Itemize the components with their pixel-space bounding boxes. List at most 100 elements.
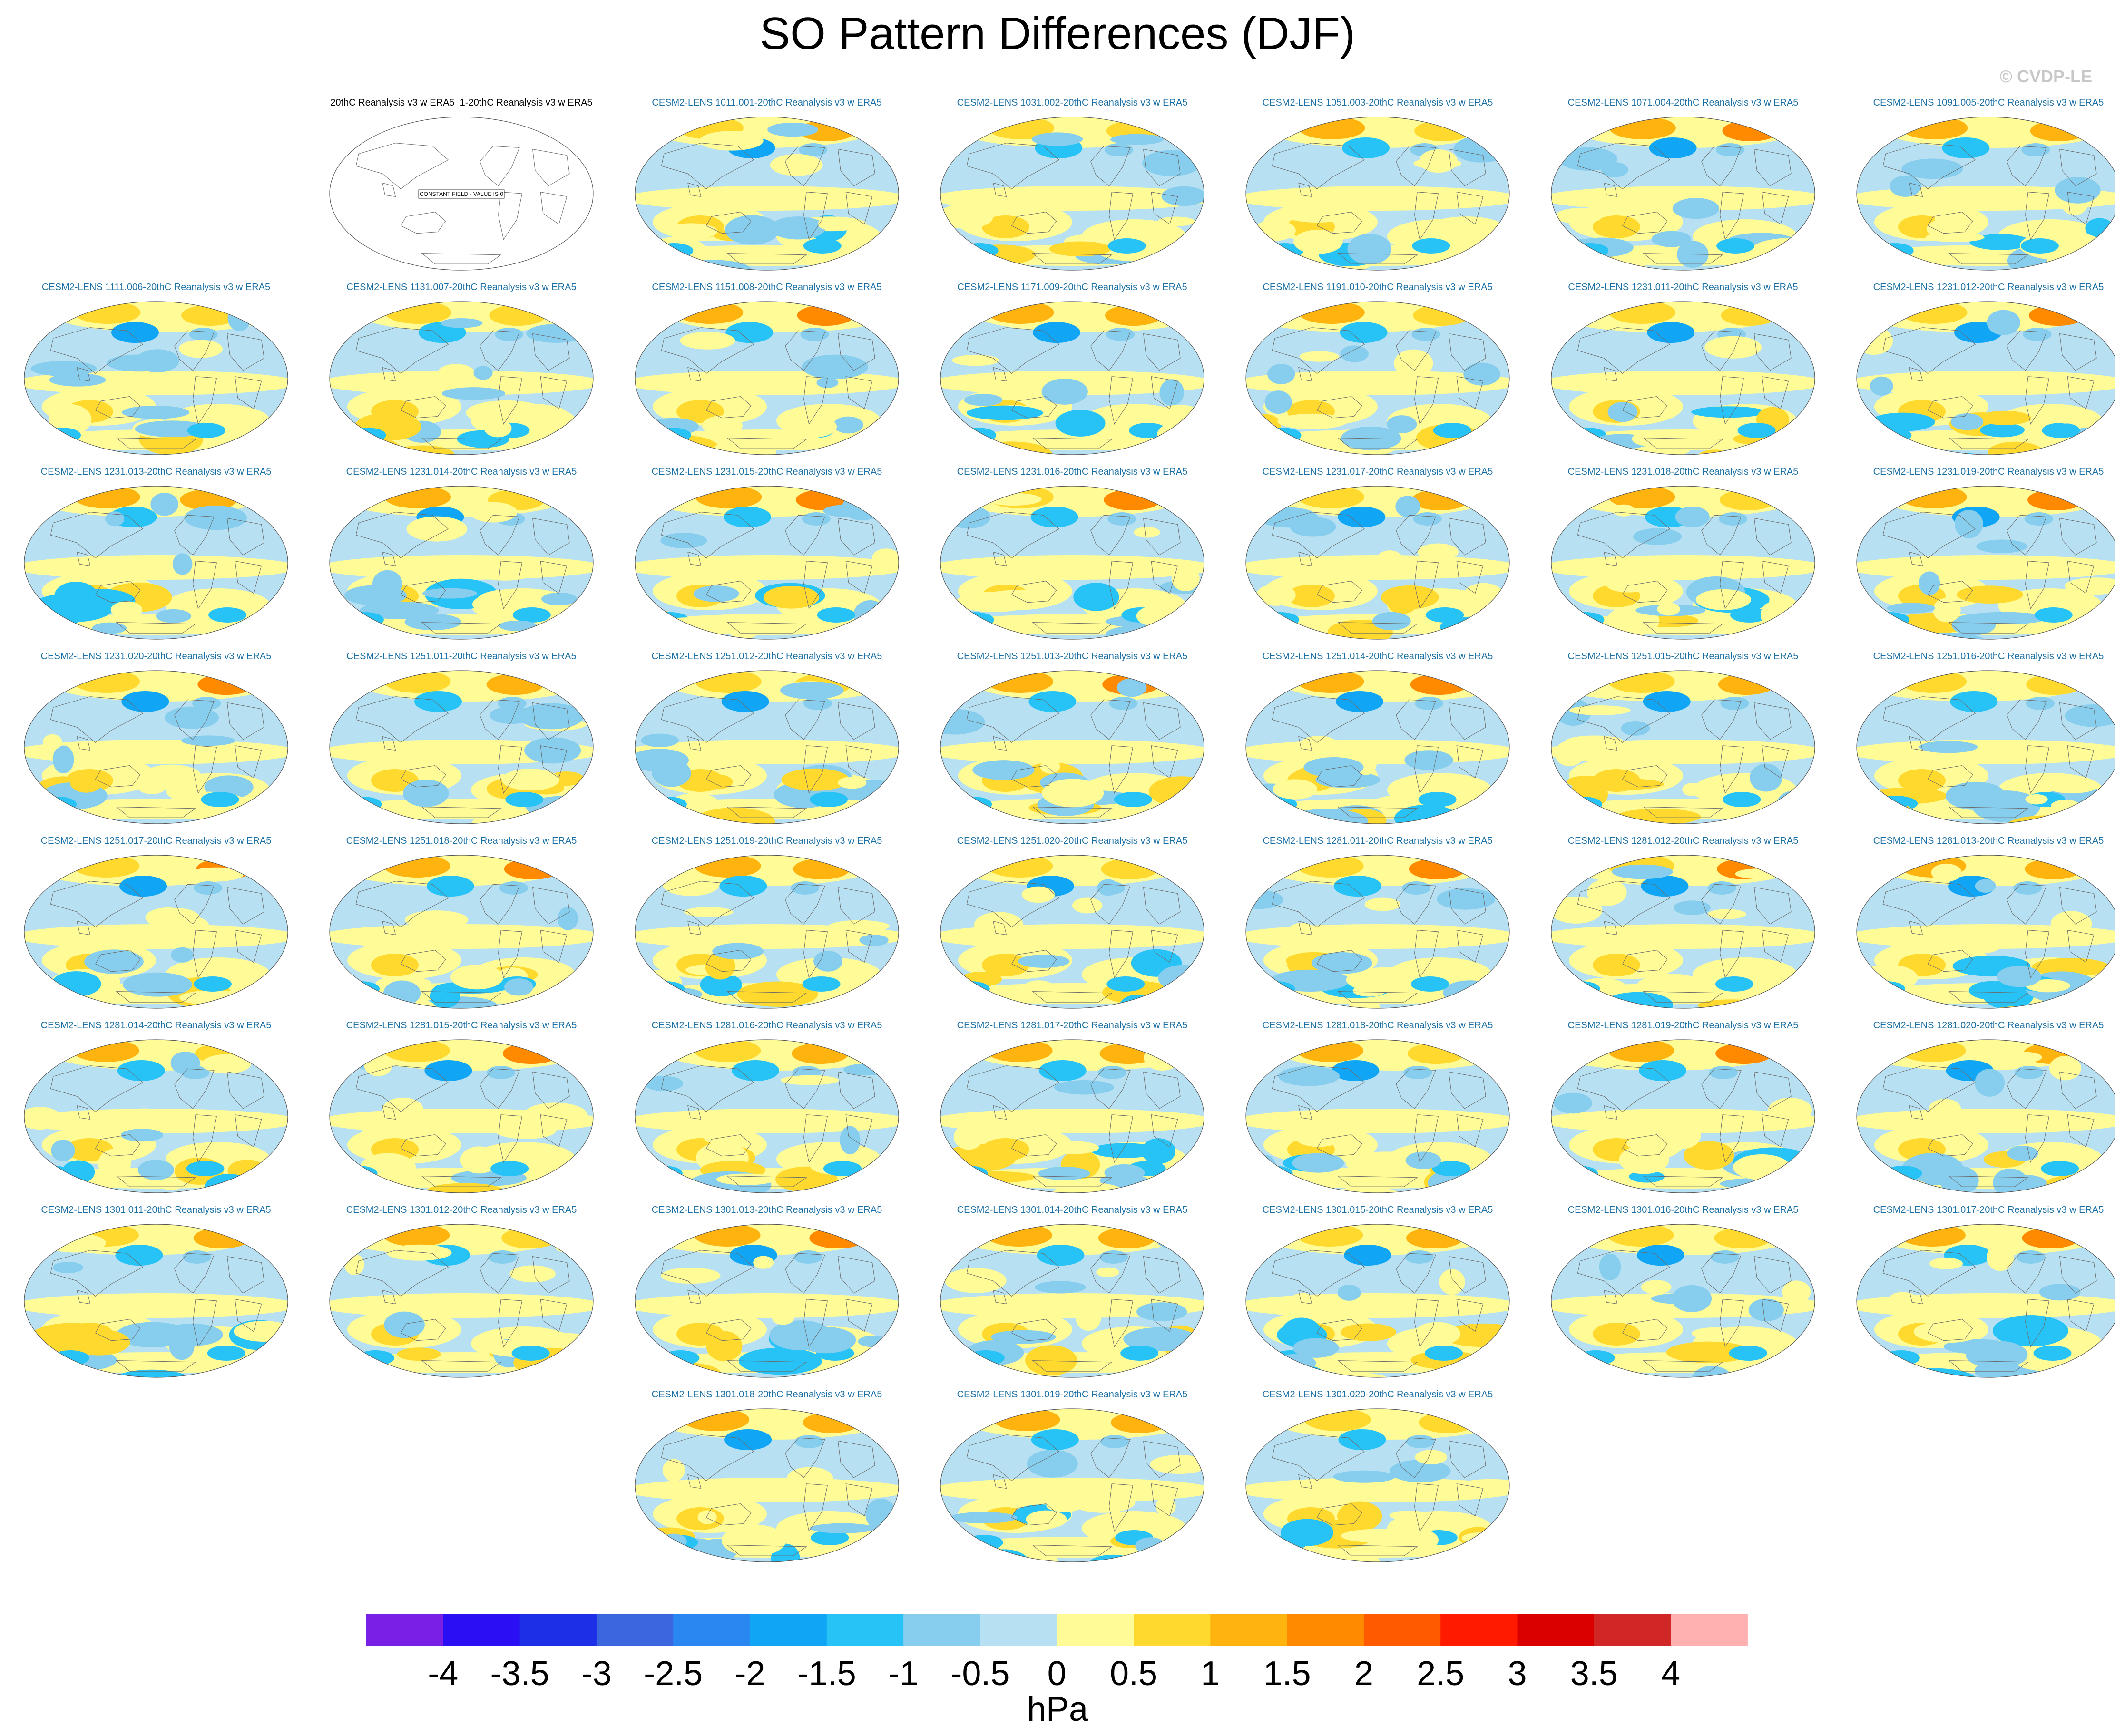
coastline bbox=[785, 330, 825, 371]
contour-fill bbox=[391, 445, 454, 455]
map-outline bbox=[635, 1408, 899, 1562]
coastline bbox=[1643, 1360, 1723, 1372]
map-panel: CESM2-LENS 1231.020-20thC Reanalysis v3 … bbox=[4, 651, 308, 829]
contour-fill bbox=[1919, 741, 1978, 753]
coastline bbox=[966, 696, 1060, 743]
contour-fill bbox=[1629, 1170, 1665, 1183]
contour-fill bbox=[1555, 208, 1603, 224]
panel-title: CESM2-LENS 1231.018-20thC Reanalysis v3 … bbox=[1567, 467, 1799, 477]
contour-fill bbox=[1557, 314, 1590, 329]
contour-fill bbox=[156, 609, 191, 623]
coastline bbox=[1032, 438, 1113, 449]
contour-fill bbox=[1406, 1228, 1463, 1248]
coastline bbox=[705, 581, 752, 603]
contour-fill bbox=[797, 305, 854, 326]
contour-fill bbox=[1414, 120, 1472, 141]
contour-fill bbox=[1409, 858, 1466, 879]
contour-fill bbox=[74, 302, 141, 324]
contour-fill bbox=[1934, 213, 1960, 225]
contour-fill bbox=[145, 907, 191, 928]
contour-fill bbox=[1933, 598, 1961, 623]
map-panel: CESM2-LENS 1231.019-20thC Reanalysis v3 … bbox=[1836, 467, 2115, 645]
coastline bbox=[1754, 1256, 1792, 1294]
contour-fill bbox=[1104, 1164, 1145, 1181]
colorbar-tick-label: 1.5 bbox=[1263, 1655, 1311, 1693]
contour-fill bbox=[1955, 509, 1983, 538]
coastline bbox=[532, 517, 570, 556]
coastline bbox=[540, 561, 568, 594]
contour-fill bbox=[1287, 923, 1317, 943]
coastline bbox=[1414, 745, 1439, 794]
contour-fill bbox=[39, 797, 77, 812]
contour-fill bbox=[1975, 1069, 2005, 1097]
contour-fill bbox=[1091, 1143, 1160, 1158]
map-panel: CESM2-LENS 1051.003-20thC Reanalysis v3 … bbox=[1225, 98, 1530, 276]
panel-title: 20thC Reanalysis v3 w ERA5_1-20thC Reana… bbox=[330, 98, 593, 108]
coastline bbox=[2007, 146, 2047, 186]
contour-fill bbox=[184, 506, 247, 530]
contour-fill bbox=[1250, 414, 1282, 438]
coastline bbox=[1456, 376, 1484, 410]
constant-field-note: CONSTANT FIELD - VALUE IS 0 bbox=[420, 191, 503, 197]
map-panel: CESM2-LENS 1281.012-20thC Reanalysis v3 … bbox=[1531, 836, 1835, 1014]
contour-fill bbox=[1278, 1066, 1340, 1086]
coastline bbox=[50, 1065, 144, 1112]
panel-title: CESM2-LENS 1111.006-20thC Reanalysis v3 … bbox=[41, 282, 271, 293]
contour-fill bbox=[384, 486, 451, 508]
map-outline bbox=[940, 117, 1204, 271]
contour-fill bbox=[1649, 137, 1697, 158]
colorbar-tick-label: 3.5 bbox=[1570, 1655, 1618, 1693]
coastline bbox=[845, 745, 873, 779]
contour-fill bbox=[1099, 1250, 1128, 1264]
colorbar-swatch bbox=[673, 1614, 750, 1646]
contour-fill bbox=[753, 1256, 774, 1269]
contour-fill bbox=[2031, 958, 2110, 976]
coastline bbox=[382, 551, 396, 566]
contour-fill bbox=[1134, 527, 1160, 538]
contour-fill bbox=[1965, 1340, 2028, 1369]
contour-fill bbox=[1346, 967, 1429, 993]
contour-fill bbox=[1568, 428, 1606, 443]
contour-fill bbox=[695, 671, 762, 693]
coastline bbox=[661, 881, 754, 927]
contour-fill bbox=[1564, 797, 1602, 812]
contour-fill bbox=[1931, 863, 1962, 882]
contour-fill bbox=[1104, 489, 1161, 510]
coastline bbox=[1948, 807, 2029, 818]
colorbar-swatch bbox=[1134, 1614, 1211, 1646]
contour-fill bbox=[694, 1224, 761, 1247]
contour-fill bbox=[1436, 888, 1496, 910]
panel-title: CESM2-LENS 1301.016-20thC Reanalysis v3 … bbox=[1567, 1205, 1799, 1215]
coastline bbox=[355, 1250, 449, 1297]
map-outline bbox=[940, 301, 1204, 455]
contour-fill bbox=[1120, 1346, 1159, 1361]
map-panel: CESM2-LENS 1281.014-20thC Reanalysis v3 … bbox=[4, 1020, 308, 1199]
contour-fill bbox=[1942, 137, 1990, 158]
coastline bbox=[77, 367, 91, 382]
contour-fill bbox=[1929, 1099, 1961, 1119]
contour-fill bbox=[1027, 1450, 1078, 1478]
coastline bbox=[355, 327, 449, 374]
contour-fill bbox=[2024, 512, 2053, 526]
coastline bbox=[838, 148, 875, 186]
contour-fill bbox=[2052, 405, 2079, 424]
coastline bbox=[400, 581, 446, 603]
coastline bbox=[1316, 1319, 1362, 1341]
contour-fill bbox=[227, 304, 252, 332]
contour-fill bbox=[1860, 1232, 1881, 1250]
contour-fill bbox=[1374, 550, 1405, 576]
contour-fill bbox=[972, 760, 1035, 780]
coastline bbox=[1909, 1105, 1923, 1120]
contour-fill bbox=[24, 555, 288, 580]
coastline bbox=[1604, 1289, 1618, 1305]
contour-fill bbox=[487, 1066, 516, 1079]
panel-title: CESM2-LENS 1171.009-20thC Reanalysis v3 … bbox=[957, 282, 1187, 293]
contour-fill bbox=[344, 1254, 364, 1275]
panel-title: CESM2-LENS 1281.020-20thC Reanalysis v3 … bbox=[1873, 1020, 2104, 1031]
coastline bbox=[1396, 884, 1436, 925]
contour-fill bbox=[1765, 1342, 1795, 1374]
contour-fill bbox=[495, 328, 524, 341]
contour-fill bbox=[1951, 614, 1996, 635]
contour-fill bbox=[186, 1161, 225, 1176]
coastline bbox=[421, 1176, 502, 1187]
